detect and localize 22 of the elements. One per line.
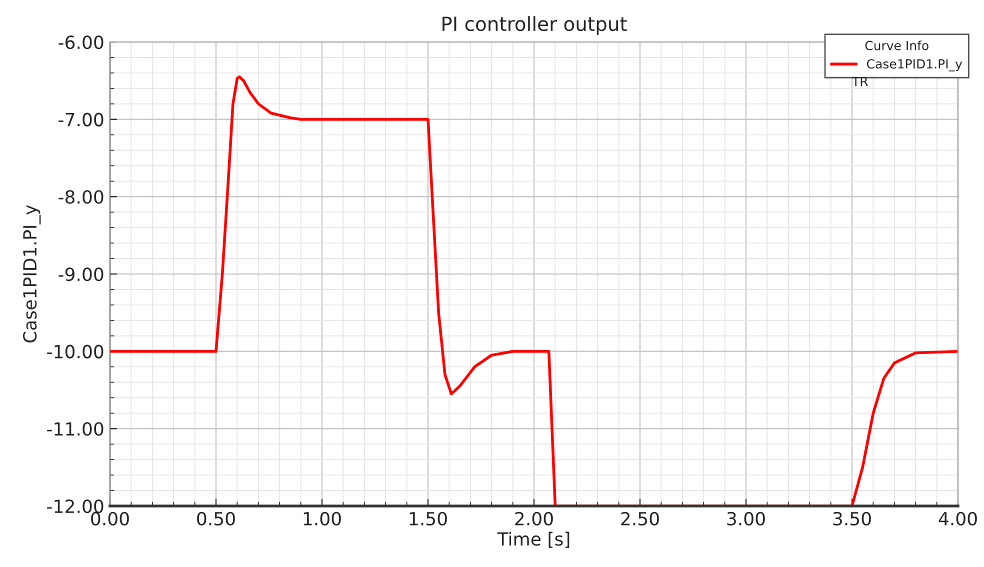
x-tick-label: 2.00	[515, 512, 553, 526]
y-tick-label: -9.00	[58, 267, 104, 282]
y-tick-label: -8.00	[58, 190, 104, 204]
legend-title: Curve Info	[865, 40, 928, 50]
y-tick-label: -7.00	[58, 112, 104, 126]
x-tick-label: 1.50	[410, 512, 447, 526]
x-axis-title: Time [s]	[497, 532, 570, 548]
y-tick-label: -11.00	[47, 422, 104, 436]
y-axis-title: Case1PID1.PI_y	[23, 205, 41, 342]
x-tick-label: 4.00	[938, 512, 977, 526]
y-tick-label: -12.00	[47, 499, 104, 514]
chart-title: PI controller output	[442, 16, 627, 35]
x-tick-label: 2.50	[621, 512, 659, 526]
x-tick-label: 3.00	[727, 512, 765, 526]
y-tick-label: -6.00	[58, 35, 104, 50]
x-tick-label: 0.50	[197, 512, 235, 526]
x-tick-label: 3.50	[833, 512, 871, 526]
x-tick-label: 1.00	[304, 512, 341, 526]
annotation: TR	[852, 76, 868, 86]
x-tick-label: 0.00	[91, 512, 129, 526]
legend-label: Case1PID1.PI_y	[866, 59, 962, 72]
y-tick-label: -10.00	[47, 344, 104, 358]
